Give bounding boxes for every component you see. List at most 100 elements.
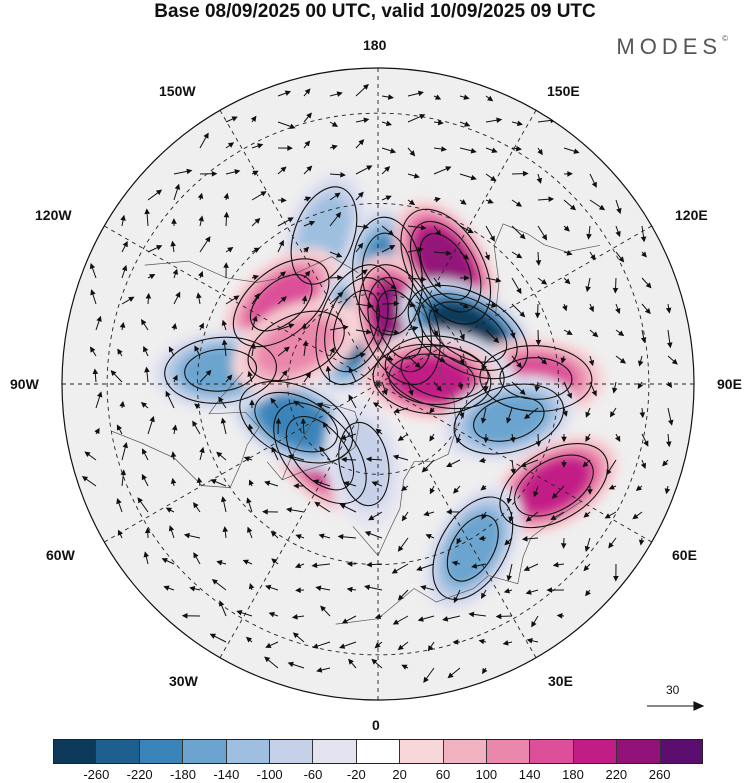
wind-arrow: [537, 225, 548, 241]
wind-arrow: [393, 407, 409, 414]
wind-arrow: [218, 396, 227, 409]
wind-arrow: [348, 366, 357, 383]
wind-arrow: [511, 355, 523, 369]
wind-arrow: [121, 241, 128, 253]
colorbar-tick-label: -100: [256, 767, 283, 782]
wind-arrow: [366, 561, 383, 568]
wind-arrow: [196, 292, 202, 305]
wind-arrow: [407, 302, 416, 308]
contour-line: [453, 383, 565, 455]
wind-arrow: [407, 199, 416, 206]
wind-arrow: [452, 639, 461, 645]
wind-arrow: [407, 381, 414, 396]
wind-arrow: [664, 485, 671, 495]
wind-arrow: [534, 303, 541, 319]
wind-arrow: [511, 199, 523, 207]
contour-line: [324, 276, 389, 373]
wind-arrow: [285, 507, 305, 513]
wind-arrow: [116, 424, 123, 435]
lon-label-0: 0: [372, 717, 380, 733]
wind-arrow: [375, 428, 383, 435]
wind-arrow: [329, 347, 335, 357]
wind-arrow: [355, 329, 372, 335]
wind-arrow: [242, 559, 253, 565]
wind-arrow: [520, 459, 539, 468]
wind-arrow: [329, 251, 343, 258]
colorbar-tick-label: 180: [562, 767, 584, 782]
wind-arrow: [165, 507, 175, 513]
colorbar: [53, 739, 704, 764]
wind-arrow: [277, 166, 287, 175]
wind-arrow: [323, 421, 331, 435]
colorbar-tick-label: 220: [605, 767, 628, 782]
wind-arrow: [92, 368, 99, 383]
wind-arrow: [225, 374, 233, 383]
wind-arrow: [665, 303, 672, 314]
wind-arrow: [316, 402, 331, 409]
wind-arrow: [225, 169, 241, 175]
wind-arrow: [459, 147, 477, 154]
wind-arrow: [551, 485, 565, 499]
wind-arrow: [181, 613, 201, 619]
colorbar-swatch: [617, 739, 661, 764]
wind-arrow: [220, 417, 227, 435]
wind-arrow: [478, 535, 487, 542]
wind-arrow: [144, 208, 150, 227]
wind-arrow: [525, 589, 539, 595]
wind-arrow: [638, 537, 645, 546]
wind-arrow: [459, 225, 474, 234]
wind-arrow: [223, 262, 229, 279]
wind-arrow: [637, 355, 644, 367]
wind-arrow: [303, 196, 312, 202]
wind-arrow: [509, 329, 516, 339]
latitude-circle: [106, 112, 650, 656]
coastline: [111, 371, 260, 488]
wind-arrow: [535, 251, 542, 266]
wind-arrow: [225, 142, 235, 149]
wind-arrow: [303, 88, 311, 97]
wind-arrow: [420, 585, 435, 591]
colorbar-swatch: [139, 739, 184, 764]
wind-arrow: [381, 94, 394, 100]
wind-arrow: [468, 611, 487, 618]
wind-arrow: [198, 322, 204, 331]
wind-arrow: [407, 147, 416, 157]
wind-arrow: [612, 381, 618, 394]
wind-arrow: [137, 497, 149, 513]
wind-arrow: [221, 339, 228, 357]
wind-arrow: [339, 641, 357, 649]
wind-arrow: [453, 485, 461, 494]
wind-arrow: [407, 247, 424, 253]
wind-arrow: [225, 295, 240, 305]
wind-arrow: [271, 558, 279, 565]
wind-arrow: [416, 563, 435, 571]
wind-arrow: [589, 251, 596, 261]
wind-arrow: [401, 511, 409, 522]
wind-arrow: [407, 173, 420, 179]
wind-arrow: [251, 143, 264, 149]
wind-arrow: [585, 433, 591, 442]
wind-arrow: [478, 457, 487, 464]
colorbar-tick-label: -260: [83, 767, 110, 782]
wind-arrow: [433, 225, 441, 236]
wind-arrow: [245, 636, 253, 643]
wind-arrow: [291, 614, 305, 620]
colorbar-swatch: [313, 739, 357, 764]
wind-arrow: [523, 563, 539, 571]
wind-vectors: [81, 83, 678, 683]
wind-arrow: [355, 139, 365, 149]
wind-arrow: [325, 365, 332, 383]
wind-arrow: [303, 372, 311, 383]
contour-line: [384, 335, 505, 409]
colorbar-swatch: [96, 739, 140, 764]
wind-arrow: [381, 277, 397, 290]
colorbar-tick-label: -20: [346, 767, 366, 782]
wind-arrow: [608, 537, 617, 549]
colorbar-tick-label: 140: [518, 767, 541, 782]
wind-arrow: [589, 381, 597, 397]
wind-arrow: [247, 526, 253, 539]
wind-arrow: [442, 615, 461, 622]
wind-arrow: [397, 433, 409, 441]
wind-arrow: [247, 370, 253, 383]
wind-arrow: [277, 239, 284, 253]
